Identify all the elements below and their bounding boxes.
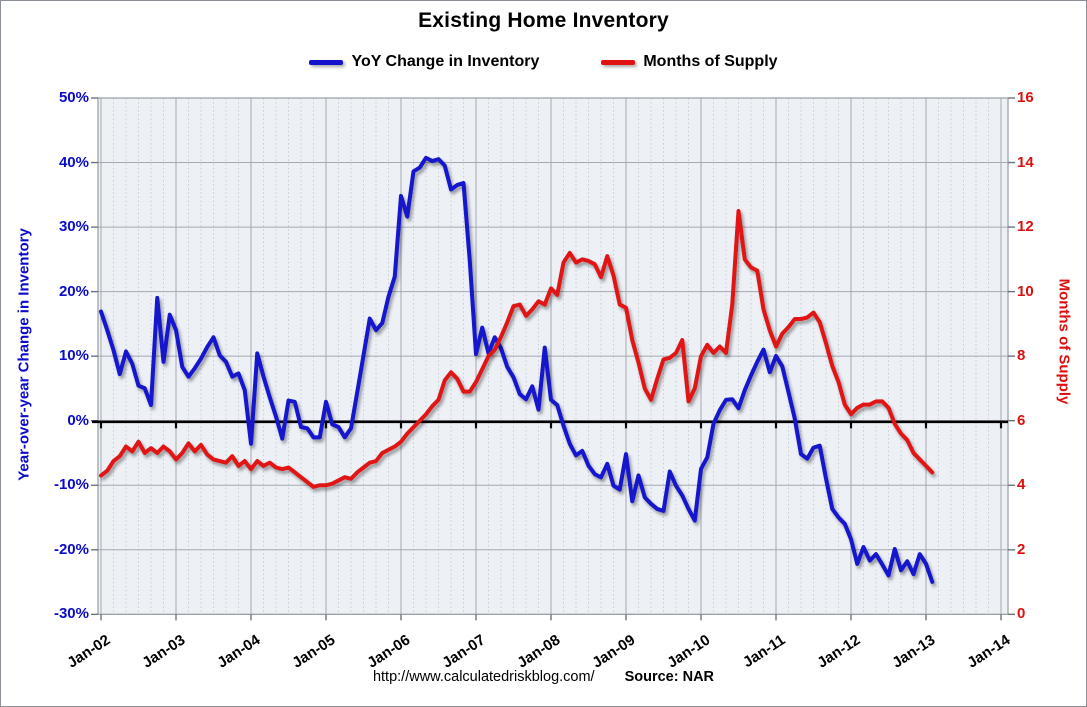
left-axis-tick-label: 50% xyxy=(58,89,89,106)
left-axis-tick-label: -10% xyxy=(53,476,89,494)
left-axis-tick-label: -30% xyxy=(53,605,89,623)
left-axis-tick-label: 0% xyxy=(67,411,89,429)
right-axis-tick-label: 4 xyxy=(1017,476,1026,494)
right-axis-tick-label: 10 xyxy=(1017,282,1034,300)
right-axis-tick-label: 0 xyxy=(1017,605,1026,623)
yoy-change-line xyxy=(99,155,935,584)
yoy-line-swatch-icon xyxy=(309,59,344,65)
right-axis-tick-label: 6 xyxy=(1017,411,1026,429)
left-axis-tick-label: 40% xyxy=(58,153,89,171)
right-axis-tick-label: 16 xyxy=(1017,89,1034,106)
legend-item-supply: Months of Supply xyxy=(601,53,778,71)
right-axis-tick-label: 12 xyxy=(1017,218,1034,236)
left-axis-tick-label: -20% xyxy=(53,540,89,558)
left-axis-tick-label: 20% xyxy=(58,282,89,300)
legend-item-yoy: YoY Change in Inventory xyxy=(309,53,539,71)
right-axis-title: Months of Supply xyxy=(1055,278,1073,405)
legend-label-yoy: YoY Change in Inventory xyxy=(351,53,540,70)
months-of-supply-line xyxy=(99,208,935,489)
footer-url: http://www.calculatedriskblog.com/ xyxy=(372,669,595,685)
right-axis-tick-label: 2 xyxy=(1017,540,1026,558)
legend-label-supply: Months of Supply xyxy=(643,53,778,70)
left-axis-tick-label: 30% xyxy=(58,218,89,236)
right-axis-tick-label: 8 xyxy=(1017,347,1026,365)
chart-legend: YoY Change in Inventory Months of Supply xyxy=(1,53,1086,71)
right-axis-tick-label: 14 xyxy=(1017,153,1034,171)
left-axis-tick-label: 10% xyxy=(58,347,89,365)
supply-line-swatch-icon xyxy=(601,59,636,65)
chart-footer: http://www.calculatedriskblog.com/ Sourc… xyxy=(1,669,1086,685)
chart-title: Existing Home Inventory xyxy=(418,9,669,32)
footer-source: Source: NAR xyxy=(624,669,715,685)
